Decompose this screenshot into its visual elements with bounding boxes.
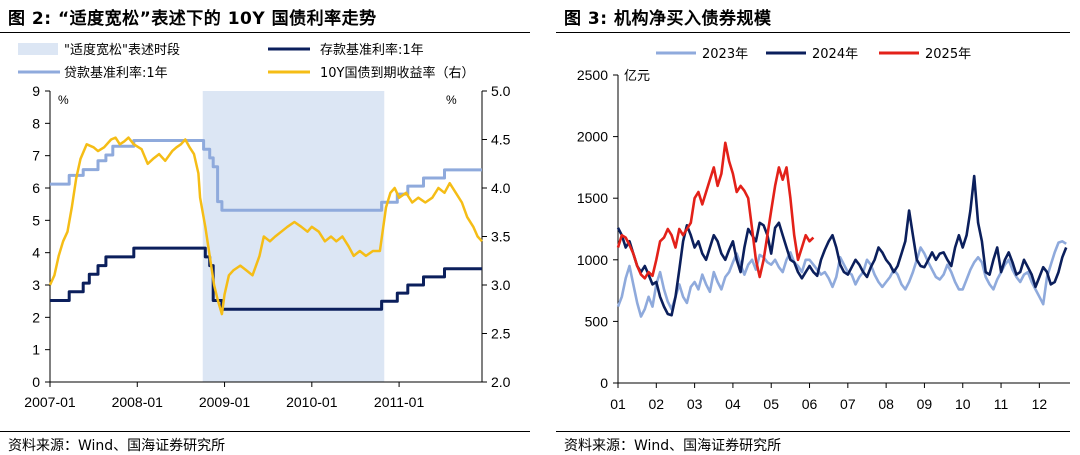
chart-panel-treasury-yield: 图 2: “适度宽松”表述下的 10Y 国债利率走势 "适度宽松"表述时段 存款基… (0, 9, 530, 454)
y-axis-unit-left: % (58, 93, 69, 107)
y-tick-label-left: 5 (32, 212, 40, 228)
series-line (616, 174, 1068, 317)
x-tick-label: 10 (955, 396, 971, 412)
y-tick-label-right: 4.5 (491, 132, 511, 148)
y-tick-label-right: 4.0 (491, 180, 511, 196)
x-tick-label: 08 (878, 396, 894, 412)
y-tick-label: 1000 (577, 252, 608, 268)
y-tick-label: 2000 (577, 129, 608, 145)
figure-title: 图 3: 机构净买入债券规模 (564, 9, 772, 29)
source-note: 资料来源：Wind、国海证券研究所 (564, 438, 782, 454)
y-tick-label: 500 (585, 313, 609, 329)
y-axis-unit-right: % (446, 93, 457, 107)
x-tick-label: 2010-01 (286, 394, 338, 410)
y-tick-label-left: 7 (32, 148, 40, 164)
x-tick-label: 11 (994, 396, 1009, 412)
y-tick-label-right: 3.0 (491, 277, 511, 293)
title-rule (0, 32, 530, 33)
legend-swatch-shaded-period (18, 43, 58, 55)
y-axis-unit: 亿元 (624, 69, 650, 84)
y-tick-label-left: 8 (32, 115, 40, 131)
y-tick-label-left: 2 (32, 309, 40, 325)
x-tick-label: 04 (725, 396, 741, 412)
source-rule (556, 431, 1070, 432)
y-tick-label-right: 5.0 (491, 83, 511, 99)
shaded-period-band (202, 91, 385, 382)
x-tick-label: 2007-01 (24, 394, 76, 410)
y-tick-label-left: 3 (32, 277, 40, 293)
legend-label-series: 2025年 (925, 47, 971, 62)
legend-label-series: 存款基准利率:1年 (320, 42, 424, 58)
legend-label-series: 贷款基准利率:1年 (64, 65, 168, 81)
x-tick-label: 05 (763, 396, 779, 412)
y-tick-label-left: 9 (32, 83, 40, 99)
x-tick-label: 09 (917, 396, 933, 412)
x-tick-label: 03 (687, 396, 703, 412)
legend-label-series: 2024年 (812, 47, 858, 62)
y-tick-label: 1500 (577, 190, 608, 206)
y-tick-label: 0 (600, 375, 608, 391)
series-line (50, 139, 482, 212)
x-tick-label: 06 (802, 396, 818, 412)
figure-title: 图 2: “适度宽松”表述下的 10Y 国债利率走势 (8, 9, 377, 29)
y-tick-label-left: 4 (32, 245, 40, 261)
title-rule (556, 32, 1070, 33)
legend-label-shaded-period: "适度宽松"表述时段 (64, 42, 180, 58)
y-tick-label-left: 1 (32, 342, 40, 358)
series-line (616, 240, 1067, 318)
x-tick-label: 01 (610, 396, 626, 412)
x-tick-label: 02 (649, 396, 665, 412)
y-tick-label-right: 3.5 (491, 229, 511, 245)
x-tick-label: 12 (1032, 396, 1048, 412)
x-tick-label: 2009-01 (199, 394, 251, 410)
y-tick-label-left: 6 (32, 180, 40, 196)
legend-label-series: 10Y国债到期收益率（右） (320, 65, 474, 81)
source-note: 资料来源：Wind、国海证券研究所 (8, 438, 226, 454)
source-rule (0, 431, 530, 432)
x-tick-label: 2011-01 (374, 394, 425, 410)
purchases-chart: 2023年 2024年 2025年 0 500 1000 1500 2000 2500 亿元 01 0… (577, 47, 1070, 412)
x-tick-label: 07 (840, 396, 856, 412)
y-tick-label-left: 0 (32, 374, 40, 390)
y-tick-label-right: 2.5 (491, 326, 511, 342)
x-tick-label: 2008-01 (112, 394, 164, 410)
series-line (616, 141, 815, 280)
legend-label-series: 2023年 (702, 47, 748, 62)
y-tick-label: 2500 (577, 67, 608, 83)
chart-panel-bond-purchases: 图 3: 机构净买入债券规模 2023年 2024年 2025年 0 500 1000 15… (556, 0, 1080, 455)
series-line (48, 136, 483, 316)
y-tick-label-right: 2.0 (491, 374, 511, 390)
